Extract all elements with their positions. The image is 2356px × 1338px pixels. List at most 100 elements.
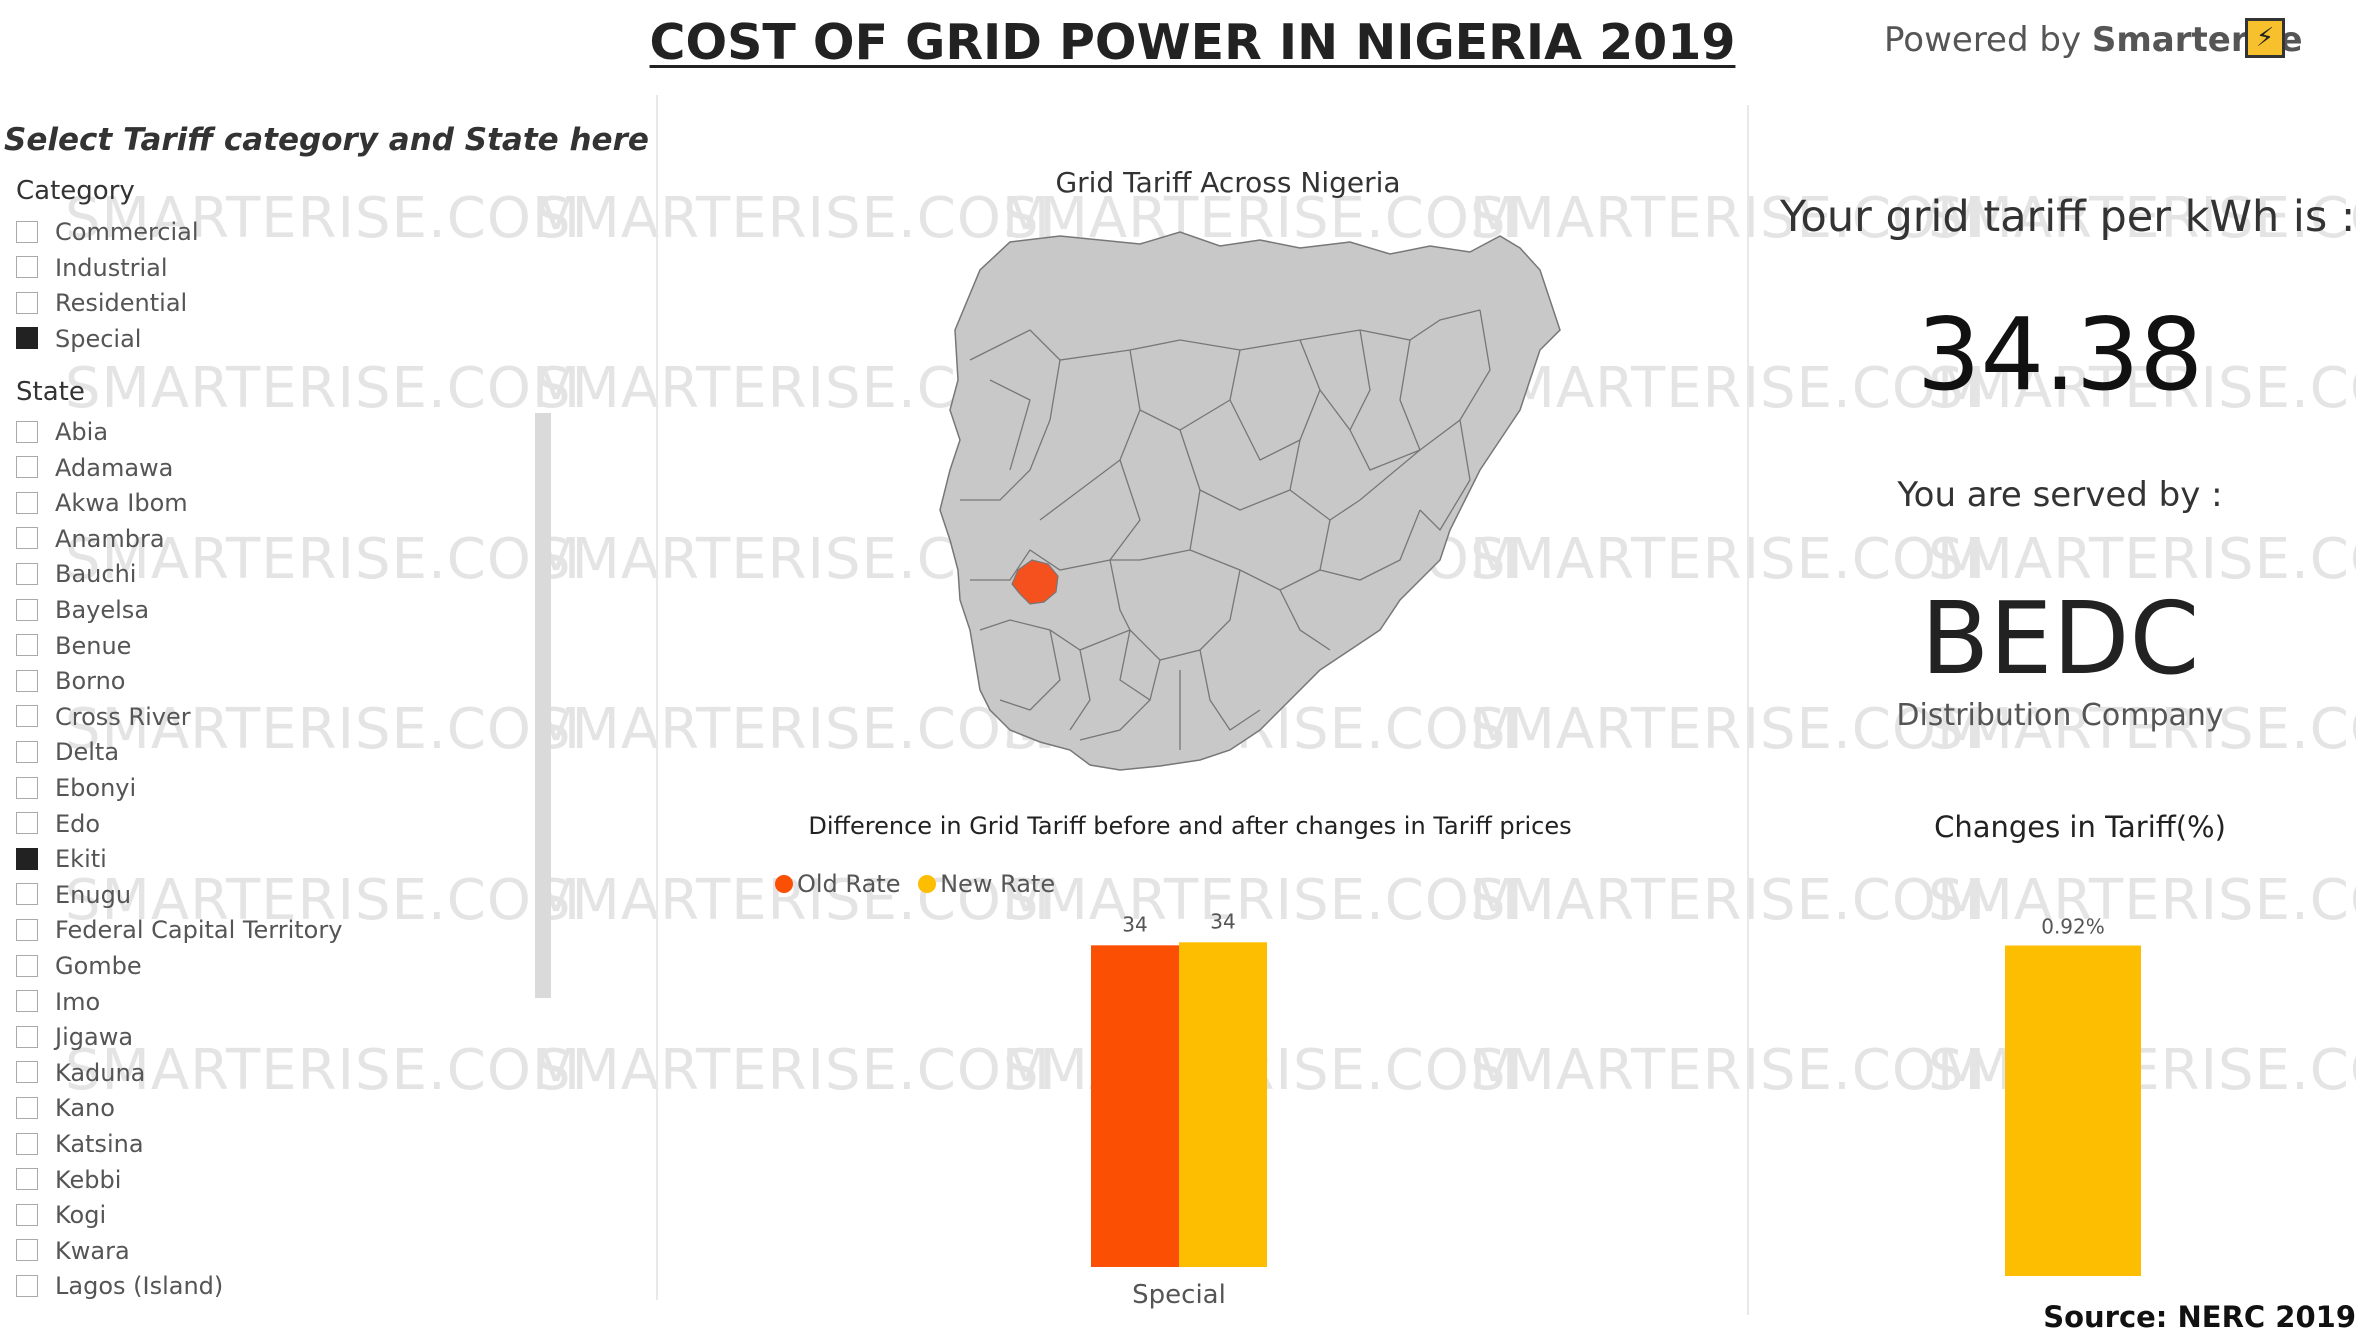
checkbox-icon[interactable] [16,1239,38,1262]
slicer-heading: Select Tariff category and State here [4,122,649,158]
state-option-label: Cross River [55,702,191,731]
legend-new-rate-dot [918,874,937,893]
state-option[interactable]: Ebonyi [16,774,136,804]
state-option-label: Kaduna [55,1058,146,1087]
state-option[interactable]: Adamawa [16,454,173,484]
state-label: State [16,377,85,407]
state-borders [960,309,1491,750]
bar-new-rate[interactable] [1179,942,1267,1267]
state-option-label: Bayelsa [55,596,150,624]
state-option-label: Federal Capital Territory [55,916,343,945]
checkbox-icon[interactable] [16,291,38,314]
state-option-label: Lagos (Island) [55,1272,224,1301]
state-option[interactable]: Cross River [16,703,191,733]
state-option[interactable]: Gombe [16,952,142,982]
state-option[interactable]: Imo [16,988,100,1018]
legend-old-rate[interactable]: Old Rate [775,870,900,898]
bar-tariff-change[interactable] [2005,945,2141,1276]
state-option-label: Borno [55,667,126,696]
checkbox-checked-icon[interactable] [16,847,38,870]
state-option[interactable]: Benue [16,632,131,662]
checkbox-icon[interactable] [16,1203,38,1226]
state-option[interactable]: Edo [16,810,100,840]
state-option-label: Jigawa [55,1023,134,1052]
data-label-old-rate: 34 [1122,912,1147,936]
category-option[interactable]: Special [16,325,141,355]
checkbox-icon[interactable] [16,740,38,763]
checkbox-icon[interactable] [16,527,38,550]
checkbox-icon[interactable] [16,1025,38,1048]
state-option[interactable]: Federal Capital Territory [16,916,342,946]
checkbox-icon[interactable] [16,669,38,692]
page-title: COST OF GRID POWER IN NIGERIA 2019 [649,14,1736,71]
smarterise-logo-icon: ⚡ [2245,18,2285,58]
change-bar-chart: 0.92% [2005,915,2141,1276]
state-option[interactable]: Kwara [16,1237,130,1267]
state-option[interactable]: Kaduna [16,1059,145,1089]
state-option[interactable]: Kebbi [16,1166,121,1196]
distribution-company-label: Distribution Company [1896,698,2224,733]
category-option[interactable]: Commercial [16,218,199,248]
state-option[interactable]: Jigawa [16,1023,133,1053]
checkbox-icon[interactable] [16,634,38,657]
state-option-label: Katsina [55,1130,144,1158]
data-label-new-rate: 34 [1210,909,1235,933]
checkbox-icon[interactable] [16,1274,38,1297]
legend-old-rate-label: Old Rate [797,870,901,898]
state-option-label: Anambra [55,524,165,553]
state-option[interactable]: Abia [16,418,108,448]
checkbox-icon[interactable] [16,705,38,728]
category-option-label: Residential [55,289,188,317]
checkbox-icon[interactable] [16,1061,38,1084]
distribution-company-name: BEDC [1920,580,2200,697]
state-option[interactable]: Anambra [16,525,165,555]
state-option-label: Ekiti [55,845,107,874]
change-chart-title: Changes in Tariff(%) [1934,810,2226,844]
state-option-label: Adamawa [55,453,174,482]
state-option[interactable]: Kogi [16,1201,106,1231]
category-option[interactable]: Residential [16,289,187,319]
state-slicer-scrollbar[interactable] [535,413,551,998]
state-option[interactable]: Akwa Ibom [16,489,188,519]
checkbox-icon[interactable] [16,1096,38,1119]
legend-new-rate[interactable]: New Rate [918,870,1055,898]
state-option-label: Kebbi [55,1165,122,1194]
data-label-tariff-change: 0.92% [2041,915,2105,939]
category-option[interactable]: Industrial [16,254,168,284]
checkbox-icon[interactable] [16,812,38,835]
state-option[interactable]: Kano [16,1094,115,1124]
state-option[interactable]: Lagos (Island) [16,1272,223,1302]
category-option-label: Industrial [55,253,168,282]
checkbox-icon[interactable] [16,776,38,799]
checkbox-icon[interactable] [16,954,38,977]
checkbox-icon[interactable] [16,1168,38,1191]
state-option[interactable]: Borno [16,667,126,697]
state-option-label: Delta [55,738,120,767]
tariff-value: 34.38 [1916,296,2204,413]
checkbox-icon[interactable] [16,456,38,479]
state-option[interactable]: Bayelsa [16,596,149,626]
category-option-label: Commercial [55,218,199,246]
checkbox-icon[interactable] [16,491,38,514]
checkbox-icon[interactable] [16,918,38,941]
ekiti-state-highlight[interactable] [1011,559,1059,605]
state-option[interactable]: Katsina [16,1130,144,1160]
checkbox-icon[interactable] [16,220,38,243]
checkbox-icon[interactable] [16,420,38,443]
state-option[interactable]: Delta [16,738,119,768]
checkbox-icon[interactable] [16,562,38,585]
served-by-label: You are served by : [1897,475,2223,515]
state-option[interactable]: Ekiti [16,845,107,875]
checkbox-checked-icon[interactable] [16,327,38,349]
checkbox-icon[interactable] [16,598,38,621]
state-option[interactable]: Enugu [16,881,131,911]
state-option-label: Kano [55,1094,115,1123]
divider-left [656,95,658,1300]
checkbox-icon[interactable] [16,1132,38,1155]
nigeria-map[interactable] [880,230,1570,790]
checkbox-icon[interactable] [16,256,38,278]
checkbox-icon[interactable] [16,883,38,906]
checkbox-icon[interactable] [16,990,38,1013]
state-option[interactable]: Bauchi [16,560,136,590]
bar-old-rate[interactable] [1091,945,1179,1267]
